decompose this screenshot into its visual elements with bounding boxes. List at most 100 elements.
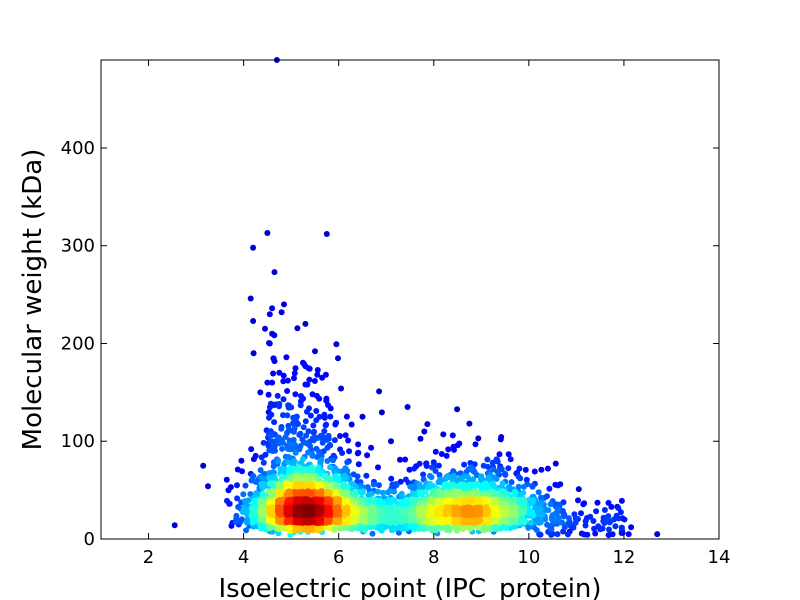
data-point xyxy=(297,430,304,437)
data-point xyxy=(334,507,341,514)
data-point xyxy=(625,531,632,538)
data-point xyxy=(300,424,307,431)
data-point xyxy=(267,509,273,516)
data-point xyxy=(537,519,544,526)
data-point xyxy=(397,478,404,485)
data-point xyxy=(427,507,434,514)
data-point xyxy=(284,412,291,419)
data-point xyxy=(269,305,276,312)
data-point xyxy=(266,340,273,347)
data-point xyxy=(529,499,536,506)
data-point xyxy=(578,530,585,537)
data-point xyxy=(320,448,327,455)
data-point xyxy=(292,365,299,372)
data-points xyxy=(171,57,661,539)
data-point xyxy=(330,457,336,464)
data-point xyxy=(335,355,341,362)
data-point xyxy=(268,432,275,439)
data-point xyxy=(502,490,509,497)
data-point xyxy=(291,375,297,382)
data-point xyxy=(529,482,536,489)
data-point xyxy=(388,475,395,482)
data-point xyxy=(291,370,298,377)
data-point xyxy=(310,422,317,429)
data-point xyxy=(522,466,529,473)
data-point xyxy=(545,507,552,514)
data-point xyxy=(321,428,328,435)
data-point xyxy=(475,506,482,513)
data-point xyxy=(538,466,545,473)
data-point xyxy=(310,437,317,444)
data-point xyxy=(276,440,283,447)
data-point xyxy=(315,496,322,503)
data-point xyxy=(248,446,255,453)
data-point xyxy=(416,460,423,467)
data-point xyxy=(289,441,296,448)
data-point xyxy=(572,515,579,522)
data-point xyxy=(294,325,301,332)
data-point xyxy=(378,409,385,416)
data-point xyxy=(378,499,385,506)
data-point xyxy=(270,370,277,377)
data-point xyxy=(560,513,567,520)
data-point xyxy=(327,413,334,420)
data-point xyxy=(575,497,581,504)
data-point xyxy=(531,468,538,475)
data-point xyxy=(409,507,416,514)
y-tick-label: 200 xyxy=(61,333,95,354)
data-point xyxy=(300,481,307,488)
data-point xyxy=(304,408,310,415)
data-point xyxy=(280,372,287,379)
data-point xyxy=(234,482,240,489)
data-point xyxy=(554,506,561,513)
data-point xyxy=(271,419,278,426)
data-point xyxy=(406,466,413,473)
data-point xyxy=(530,512,537,518)
data-point xyxy=(314,454,320,460)
data-point xyxy=(615,505,622,511)
data-point xyxy=(307,507,314,514)
data-point xyxy=(360,511,367,518)
data-point xyxy=(315,448,322,455)
data-point xyxy=(257,467,264,474)
data-point xyxy=(375,464,381,471)
data-point xyxy=(291,425,298,432)
data-point xyxy=(411,465,418,472)
data-point xyxy=(326,489,333,496)
data-point xyxy=(466,420,473,427)
data-point xyxy=(335,468,342,475)
data-point xyxy=(258,511,265,518)
data-point xyxy=(343,413,350,420)
data-point xyxy=(276,369,283,376)
data-point xyxy=(410,497,417,504)
data-point xyxy=(269,444,276,451)
data-point xyxy=(284,377,291,384)
data-point xyxy=(314,367,321,373)
data-point xyxy=(407,483,414,490)
data-point xyxy=(284,388,291,394)
data-point xyxy=(402,456,409,463)
data-point xyxy=(491,474,498,481)
data-point xyxy=(274,392,281,399)
data-point xyxy=(449,476,456,483)
data-point xyxy=(250,350,257,357)
data-point xyxy=(375,488,381,495)
data-point xyxy=(264,230,271,236)
data-point xyxy=(306,376,313,383)
data-point xyxy=(171,522,178,529)
data-point xyxy=(564,531,571,538)
data-point xyxy=(618,524,625,531)
data-point xyxy=(391,488,398,495)
data-point xyxy=(555,482,561,489)
data-point xyxy=(326,510,333,516)
data-point xyxy=(502,470,508,477)
plot-frame xyxy=(100,59,720,540)
data-point xyxy=(264,379,271,386)
data-point xyxy=(462,473,469,479)
x-tick-label: 10 xyxy=(517,547,540,568)
data-point xyxy=(295,497,302,504)
data-point xyxy=(517,498,524,505)
data-point xyxy=(443,506,449,513)
data-point xyxy=(243,506,250,513)
